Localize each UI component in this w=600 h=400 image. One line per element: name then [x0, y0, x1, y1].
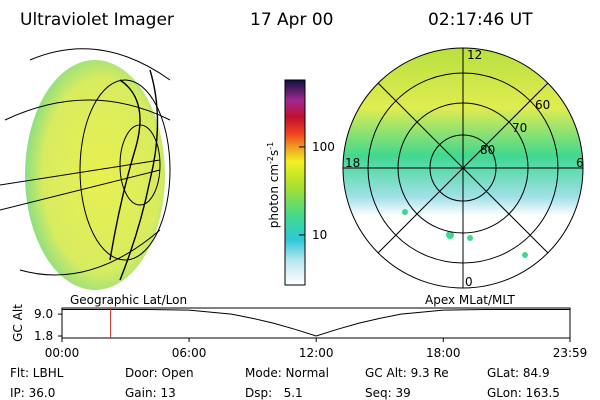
x-tick-label: 00:00: [45, 346, 80, 360]
info-field: Gain: 13: [125, 386, 176, 400]
unit-sup: -1: [266, 142, 275, 150]
polar-image: [342, 47, 584, 289]
mlt-label: 0: [465, 275, 473, 289]
right-label: Apex MLat/MLT: [425, 293, 515, 307]
mlt-label: 18: [345, 156, 360, 170]
unit: photon cm: [267, 164, 281, 228]
info-field: IP: 36.0: [10, 386, 55, 400]
mlat-label: 70: [512, 121, 527, 135]
x-tick-label: 23:59: [553, 346, 588, 360]
info-field: Flt: LBHL: [10, 366, 64, 380]
mlt-label: 6: [576, 156, 584, 170]
mlat-label: 80: [480, 143, 495, 157]
colorbar-label: photon cm-2s-1: [266, 142, 281, 229]
left-label: Geographic Lat/Lon: [70, 293, 187, 307]
title: Ultraviolet Imager: [20, 10, 174, 30]
globe-image: [0, 48, 171, 290]
x-tick-label: 18:00: [426, 346, 461, 360]
mlt-label: 12: [467, 48, 482, 62]
info-field: GLon: 163.5: [487, 386, 560, 400]
y-tick-label: 9.0: [34, 307, 53, 321]
colorbar: [284, 79, 306, 286]
info-field: Door: Open: [125, 366, 194, 380]
info-field: Dsp: 5.1: [245, 386, 303, 400]
info-field: Mode: Normal: [245, 366, 329, 380]
y-axis-label: GC Alt: [11, 304, 25, 342]
plot-frame: [61, 307, 571, 339]
colorbar-tick-label: 10: [312, 228, 327, 242]
colorbar-tick-label: 100: [312, 140, 335, 154]
unit: s: [267, 150, 281, 156]
mlat-label: 60: [535, 98, 550, 112]
y-tick-label: 1.8: [34, 329, 53, 343]
info-field: Seq: 39: [365, 386, 411, 400]
info-field: GC Alt: 9.3 Re: [365, 366, 449, 380]
x-tick-label: 12:00: [299, 346, 334, 360]
time: 02:17:46 UT: [428, 10, 533, 30]
info-field: GLat: 84.9: [487, 366, 550, 380]
date: 17 Apr 00: [250, 10, 333, 30]
gc-alt-line: [62, 309, 570, 337]
unit-sup: -2: [266, 156, 275, 164]
x-tick-label: 06:00: [172, 346, 207, 360]
